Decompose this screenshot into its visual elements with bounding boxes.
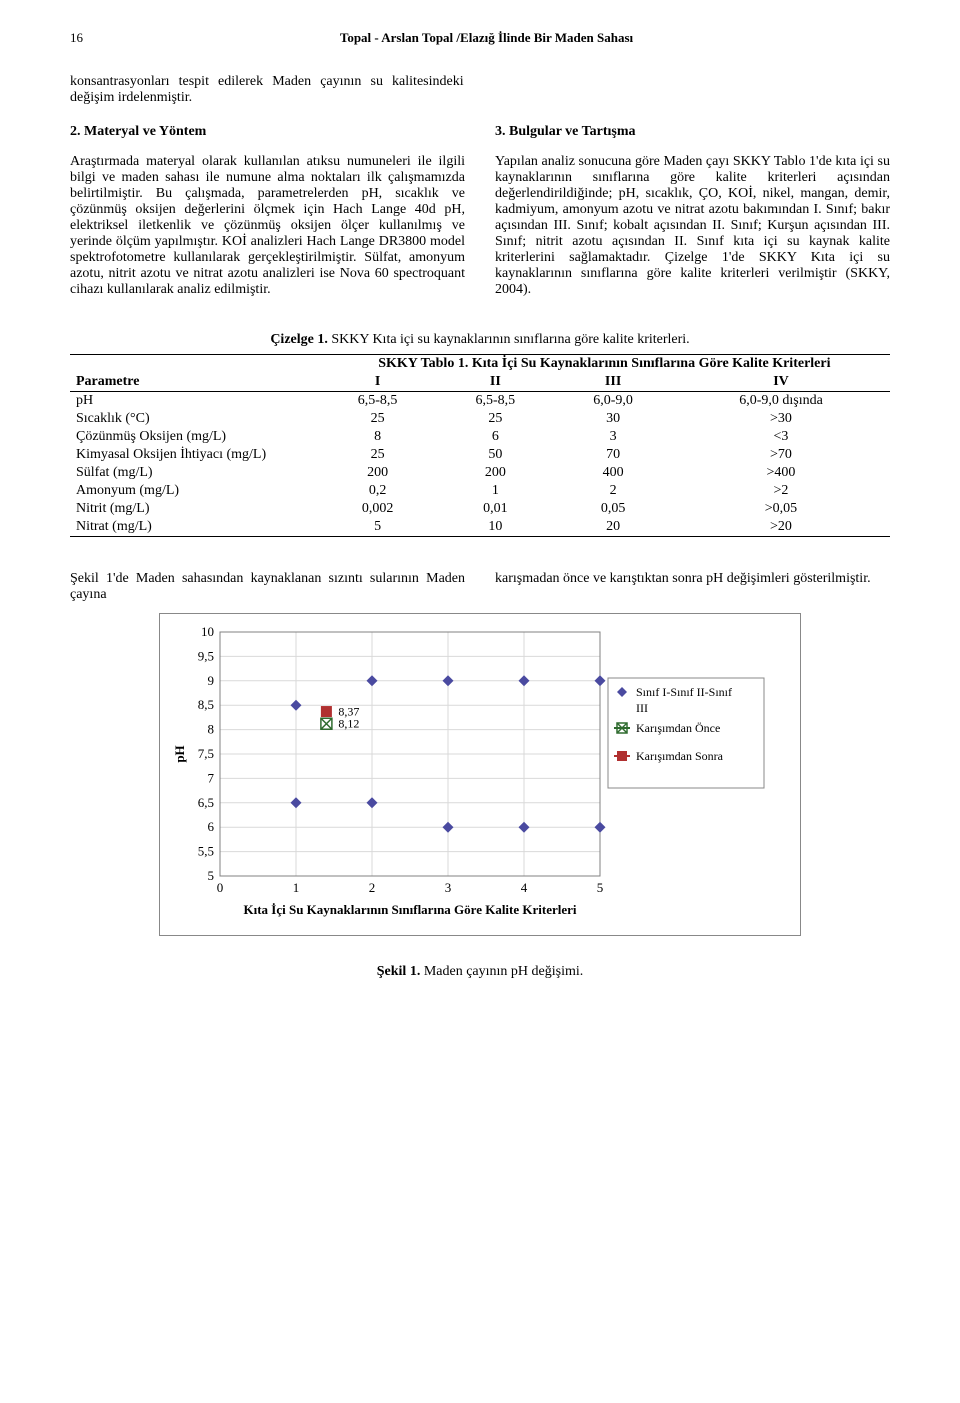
table-value-cell: 6,0-9,0 dışında	[672, 392, 890, 411]
table-value-cell: 25	[319, 410, 437, 428]
right-column: 3. Bulgular ve Tartışma Yapılan analiz s…	[495, 124, 890, 312]
svg-text:0: 0	[217, 880, 224, 895]
table-value-cell: >30	[672, 410, 890, 428]
table-param-cell: Sülfat (mg/L)	[70, 464, 319, 482]
table-value-cell: 400	[554, 464, 672, 482]
table-col-header: III	[554, 373, 672, 392]
table-col-header: IV	[672, 373, 890, 392]
table-param-cell: Nitrit (mg/L)	[70, 500, 319, 518]
after-table-left: Şekil 1'de Maden sahasından kaynaklanan …	[70, 571, 465, 603]
table-value-cell: 2	[554, 482, 672, 500]
table-value-cell: 6	[436, 428, 554, 446]
table-value-cell: 70	[554, 446, 672, 464]
table-caption-text: SKKY Kıta içi su kaynaklarının sınıfları…	[328, 332, 690, 347]
table-param-cell: pH	[70, 392, 319, 411]
svg-text:4: 4	[521, 880, 528, 895]
running-header: 16 Topal - Arslan Topal /Elazığ İlinde B…	[70, 30, 890, 46]
table-value-cell: <3	[672, 428, 890, 446]
table-value-cell: 200	[319, 464, 437, 482]
table-value-cell: 25	[319, 446, 437, 464]
chart-caption: Şekil 1. Maden çayının pH değişimi.	[70, 964, 890, 980]
svg-text:3: 3	[445, 880, 452, 895]
svg-text:8,37: 8,37	[338, 705, 359, 719]
svg-text:2: 2	[369, 880, 376, 895]
table-value-cell: >0,05	[672, 500, 890, 518]
running-title: Topal - Arslan Topal /Elazığ İlinde Bir …	[70, 30, 890, 46]
table-value-cell: 8	[319, 428, 437, 446]
chart-caption-label: Şekil 1.	[377, 964, 421, 979]
param-header: Parametre	[70, 373, 319, 392]
svg-text:5: 5	[597, 880, 604, 895]
svg-text:III: III	[636, 701, 648, 715]
table-header-line: SKKY Tablo 1. Kıta İçi Su Kaynaklarının …	[319, 355, 890, 374]
svg-text:7,5: 7,5	[198, 746, 214, 761]
table-value-cell: 3	[554, 428, 672, 446]
table-value-cell: 200	[436, 464, 554, 482]
chart-caption-text: Maden çayının pH değişimi.	[420, 964, 583, 979]
table-value-cell: 50	[436, 446, 554, 464]
svg-text:10: 10	[201, 624, 214, 639]
table-value-cell: 0,002	[319, 500, 437, 518]
left-column: 2. Materyal ve Yöntem Araştırmada matery…	[70, 124, 465, 312]
chart-svg: 5 5,5 6 6,5 7 7,5 8 8,5 9 9,5 10 0 1 2 3 4 5 pH Kıta İçi S…	[170, 624, 770, 924]
svg-text:pH: pH	[172, 745, 187, 762]
table-caption: Çizelge 1. SKKY Kıta içi su kaynaklarını…	[70, 332, 890, 348]
table-value-cell: 6,5-8,5	[319, 392, 437, 411]
table-value-cell: >70	[672, 446, 890, 464]
section-3-heading: 3. Bulgular ve Tartışma	[495, 124, 890, 140]
table-value-cell: 5	[319, 518, 437, 537]
section-2-body: Araştırmada materyal olarak kullanılan a…	[70, 154, 465, 298]
ph-chart: 5 5,5 6 6,5 7 7,5 8 8,5 9 9,5 10 0 1 2 3 4 5 pH Kıta İçi S…	[159, 613, 801, 936]
section-3-body: Yapılan analiz sonucuna göre Maden çayı …	[495, 154, 890, 298]
svg-text:6,5: 6,5	[198, 795, 214, 810]
svg-text:Sınıf I-Sınıf II-Sınıf: Sınıf I-Sınıf II-Sınıf	[636, 685, 732, 699]
svg-text:9,5: 9,5	[198, 648, 214, 663]
after-table-right: karışmadan önce ve karıştıktan sonra pH …	[495, 571, 890, 603]
svg-text:5,5: 5,5	[198, 844, 214, 859]
table-value-cell: >20	[672, 518, 890, 537]
table-param-cell: Nitrat (mg/L)	[70, 518, 319, 537]
svg-text:Karışımdan Önce: Karışımdan Önce	[636, 721, 720, 735]
table-value-cell: >2	[672, 482, 890, 500]
svg-text:5: 5	[208, 868, 215, 883]
table-value-cell: 30	[554, 410, 672, 428]
svg-text:8,12: 8,12	[338, 717, 359, 731]
table-caption-label: Çizelge 1.	[270, 332, 328, 347]
table-param-cell: Sıcaklık (°C)	[70, 410, 319, 428]
intro-paragraph: konsantrasyonları tespit edilerek Maden …	[70, 74, 464, 106]
svg-text:8,5: 8,5	[198, 697, 214, 712]
page-number: 16	[70, 30, 83, 46]
table-value-cell: 10	[436, 518, 554, 537]
table-value-cell: 0,2	[319, 482, 437, 500]
table-col-header: I	[319, 373, 437, 392]
table-value-cell: 25	[436, 410, 554, 428]
table-value-cell: 6,5-8,5	[436, 392, 554, 411]
criteria-table: SKKY Tablo 1. Kıta İçi Su Kaynaklarının …	[70, 354, 890, 537]
svg-text:8: 8	[208, 722, 215, 737]
table-value-cell: 0,05	[554, 500, 672, 518]
table-param-cell: Kimyasal Oksijen İhtiyacı (mg/L)	[70, 446, 319, 464]
table-value-cell: 0,01	[436, 500, 554, 518]
table-param-cell: Amonyum (mg/L)	[70, 482, 319, 500]
svg-text:7: 7	[208, 770, 215, 785]
section-2-heading: 2. Materyal ve Yöntem	[70, 124, 465, 140]
table-param-cell: Çözünmüş Oksijen (mg/L)	[70, 428, 319, 446]
table-col-header: II	[436, 373, 554, 392]
svg-text:9: 9	[208, 673, 215, 688]
table-value-cell: >400	[672, 464, 890, 482]
table-value-cell: 6,0-9,0	[554, 392, 672, 411]
svg-text:6: 6	[208, 819, 215, 834]
svg-text:Kıta İçi Su Kaynaklarının Sını: Kıta İçi Su Kaynaklarının Sınıflarına Gö…	[243, 902, 576, 917]
svg-text:1: 1	[293, 880, 300, 895]
table-value-cell: 1	[436, 482, 554, 500]
svg-text:Karışımdan Sonra: Karışımdan Sonra	[636, 749, 724, 763]
table-value-cell: 20	[554, 518, 672, 537]
